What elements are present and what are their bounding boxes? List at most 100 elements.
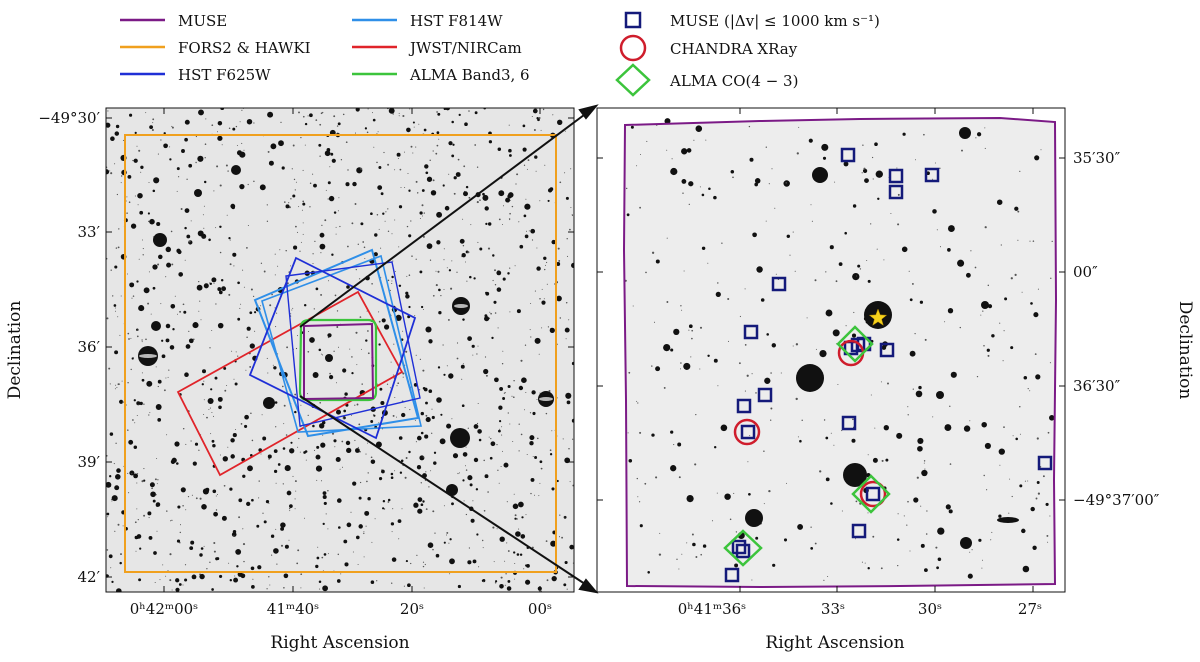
- sky-source: [236, 565, 239, 568]
- sky-source: [1035, 374, 1041, 380]
- sky-source: [983, 474, 985, 477]
- sky-source: [115, 310, 116, 312]
- sky-source: [490, 312, 492, 315]
- sky-source: [451, 502, 454, 506]
- sky-source: [569, 544, 574, 550]
- sky-source: [297, 446, 299, 448]
- sky-source: [863, 167, 866, 170]
- sky-source: [283, 404, 286, 407]
- sky-source: [701, 193, 705, 197]
- sky-source: [751, 373, 753, 375]
- sky-source: [436, 211, 443, 218]
- sky-source: [426, 176, 433, 182]
- sky-source: [565, 196, 569, 200]
- sky-source: [870, 223, 872, 225]
- sky-source: [795, 397, 798, 401]
- sky-source: [823, 419, 826, 421]
- sky-source: [387, 163, 390, 166]
- sky-source: [457, 584, 461, 589]
- sky-source: [390, 522, 395, 526]
- sky-source: [184, 208, 190, 213]
- sky-source: [534, 290, 536, 292]
- sky-source: [440, 294, 442, 297]
- sky-source: [969, 551, 971, 553]
- sky-source: [312, 262, 314, 265]
- sky-source: [182, 427, 185, 430]
- sky-source: [171, 126, 174, 129]
- sky-source: [680, 368, 681, 370]
- sky-source: [391, 531, 393, 533]
- sky-source: [451, 154, 455, 158]
- sky-source: [903, 515, 905, 517]
- sky-source: [321, 224, 323, 227]
- sky-source: [142, 248, 144, 250]
- sky-source: [185, 509, 187, 511]
- sky-source: [499, 584, 504, 589]
- sky-source: [520, 359, 523, 362]
- sky-source: [565, 338, 567, 340]
- sky-source: [321, 556, 324, 559]
- sky-source: [422, 500, 425, 503]
- sky-source: [1034, 155, 1040, 161]
- sky-source: [285, 434, 288, 436]
- sky-source: [935, 546, 938, 549]
- sky-source: [987, 354, 990, 357]
- sky-source: [744, 344, 747, 346]
- sky-source: [215, 509, 218, 511]
- sky-source: [1008, 512, 1010, 514]
- sky-source: [141, 239, 144, 241]
- sky-source: [468, 547, 471, 549]
- sky-source: [385, 211, 387, 213]
- sky-source: [295, 347, 298, 350]
- sky-source: [212, 489, 217, 494]
- sky-source: [666, 301, 669, 303]
- sky-source: [429, 259, 432, 261]
- sky-source: [215, 495, 217, 497]
- sky-source: [267, 372, 269, 374]
- sky-source: [290, 313, 292, 315]
- sky-source: [267, 454, 272, 459]
- sky-source: [651, 433, 655, 437]
- sky-source: [120, 553, 122, 556]
- sky-source: [550, 327, 553, 331]
- sky-source: [442, 184, 445, 187]
- sky-source: [1019, 406, 1021, 408]
- sky-source: [320, 480, 323, 482]
- sky-source: [496, 287, 502, 292]
- sky-source: [327, 333, 332, 338]
- sky-source: [415, 146, 417, 148]
- sky-source: [729, 518, 732, 521]
- left-x-ticks: [163, 108, 541, 592]
- sky-source: [626, 213, 630, 217]
- sky-source: [566, 255, 569, 257]
- sky-source: [452, 453, 459, 459]
- sky-source: [902, 132, 906, 136]
- sky-source: [331, 432, 335, 435]
- sky-source: [346, 522, 352, 528]
- sky-source: [540, 590, 542, 592]
- sky-source: [456, 271, 458, 273]
- sky-source: [302, 222, 304, 224]
- sky-source: [465, 469, 468, 471]
- sky-source: [752, 232, 757, 238]
- sky-source: [198, 280, 200, 283]
- sky-source: [349, 348, 351, 350]
- sky-source: [117, 316, 119, 318]
- sky-source: [300, 241, 302, 243]
- sky-source: [372, 118, 376, 122]
- sky-source: [418, 389, 421, 391]
- sky-source: [358, 496, 362, 500]
- sky-source: [194, 442, 199, 446]
- sky-source: [157, 379, 162, 384]
- sky-source: [483, 368, 489, 375]
- sky-source: [484, 356, 487, 358]
- sky-source: [339, 468, 341, 470]
- sky-source: [186, 234, 191, 239]
- sky-source: [874, 142, 878, 147]
- sky-source: [544, 164, 546, 166]
- sky-source: [334, 294, 337, 297]
- sky-source: [1027, 388, 1029, 390]
- sky-source: [202, 488, 209, 495]
- sky-source: [127, 429, 129, 431]
- sky-source: [382, 499, 386, 503]
